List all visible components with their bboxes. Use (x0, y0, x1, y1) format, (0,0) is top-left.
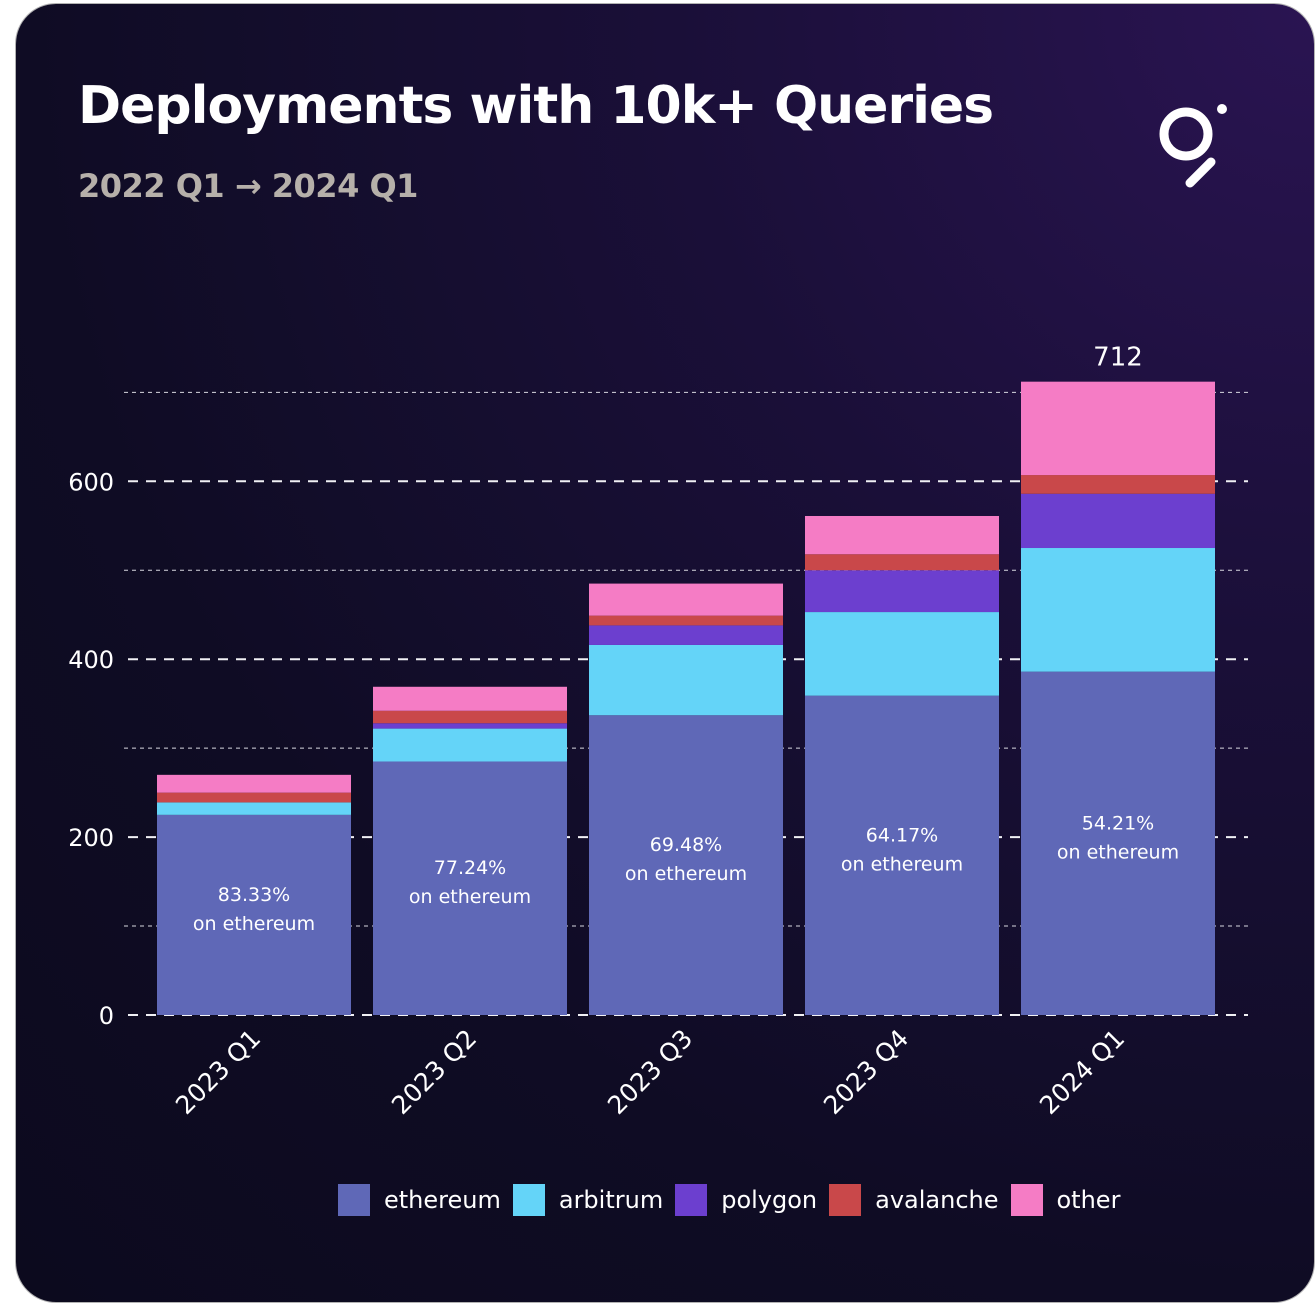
bar-segment-ethereum (1021, 671, 1215, 1015)
legend-label: other (1056, 1186, 1121, 1214)
legend-item-arbitrum: arbitrum (512, 1184, 664, 1216)
legend-item-other: other (1010, 1184, 1121, 1216)
legend-label: ethereum (384, 1186, 501, 1214)
data-label-percent: 77.24% (434, 857, 506, 879)
bar-segment-avalanche (805, 554, 999, 571)
bar-segment-arbitrum (1021, 548, 1215, 672)
x-tick-label: 2023 Q2 (386, 1024, 482, 1120)
bar-segment-polygon (1021, 493, 1215, 549)
legend-swatch (338, 1184, 370, 1216)
bar-segment-arbitrum (589, 644, 783, 716)
legend-swatch (675, 1184, 708, 1216)
data-label-percent: 83.33% (218, 884, 290, 906)
bar-segment-other (157, 774, 351, 793)
x-tick-label: 2023 Q3 (602, 1024, 698, 1120)
bar-segment-other (805, 515, 999, 555)
legend-label: avalanche (875, 1186, 999, 1214)
legend-item-ethereum: ethereum (338, 1184, 501, 1216)
bar-segment-other (373, 686, 567, 711)
x-tick-label: 2024 Q1 (1034, 1024, 1130, 1120)
legend-swatch (1010, 1184, 1043, 1216)
x-tick-label: 2023 Q1 (170, 1024, 266, 1120)
bar-segment-ethereum (373, 761, 567, 1015)
y-tick-label: 400 (68, 646, 114, 674)
total-label: 712 (1093, 343, 1143, 373)
the-graph-logo-icon (1159, 104, 1227, 188)
data-label-text: on ethereum (193, 913, 315, 935)
chart-title: Deployments with 10k+ Queries (78, 76, 994, 136)
bar-segment-ethereum (805, 695, 999, 1015)
bar-segment-ethereum (589, 715, 783, 1015)
bar-segment-other (1021, 381, 1215, 476)
bar-segment-arbitrum (805, 612, 999, 696)
data-label-text: on ethereum (1057, 841, 1179, 863)
legend-label: arbitrum (558, 1186, 664, 1214)
legend-item-avalanche: avalanche (829, 1184, 999, 1216)
data-label-text: on ethereum (841, 853, 963, 875)
legend-item-polygon: polygon (675, 1184, 817, 1216)
legend-swatch (829, 1184, 862, 1216)
bar-segment-avalanche (157, 792, 351, 803)
chart-legend: ethereum arbitrum polygon avalanche other (338, 1184, 1132, 1216)
bar-segment-avalanche (373, 710, 567, 724)
bar-segment-avalanche (1021, 475, 1215, 494)
y-tick-label: 0 (99, 1002, 114, 1030)
chart-subtitle: 2022 Q1 → 2024 Q1 (78, 167, 418, 205)
bar-segment-polygon (589, 625, 783, 645)
y-tick-label: 600 (68, 468, 114, 496)
bar-segment-arbitrum (157, 802, 351, 815)
data-label-percent: 69.48% (650, 834, 722, 856)
data-label-percent: 64.17% (866, 824, 938, 846)
chart-card: Deployments with 10k+ Queries 2022 Q1 → … (16, 4, 1314, 1302)
data-label-percent: 54.21% (1082, 812, 1154, 834)
bar-segment-other (589, 583, 783, 616)
stacked-bar-chart: 83.33% on ethereum 77.24% on ethereum 69.48%… (68, 343, 1248, 1120)
data-label-text: on ethereum (625, 863, 747, 885)
bar-segment-avalanche (589, 615, 783, 626)
bar-segment-polygon (373, 723, 567, 729)
legend-label: polygon (721, 1186, 818, 1214)
legend-swatch (512, 1184, 545, 1216)
data-label-text: on ethereum (409, 886, 531, 908)
bar-segment-polygon (805, 570, 999, 613)
x-tick-label: 2023 Q4 (818, 1024, 914, 1120)
y-tick-label: 200 (68, 824, 114, 852)
bar-segment-ethereum (157, 814, 351, 1015)
bar-segment-arbitrum (373, 728, 567, 762)
